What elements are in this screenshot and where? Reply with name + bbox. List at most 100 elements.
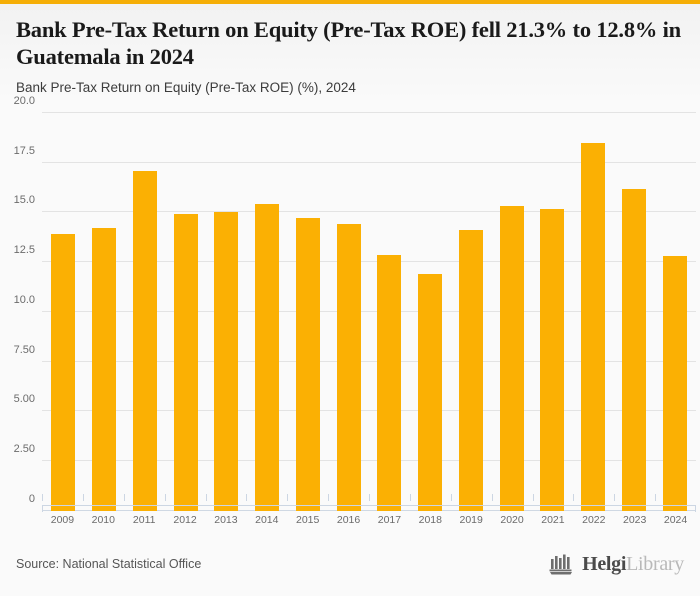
gridline-20.0: 20.0 — [14, 95, 696, 113]
bar-2020[interactable] — [499, 206, 524, 511]
source-note: Source: National Statistical Office — [16, 557, 202, 571]
bar-slot — [165, 113, 206, 511]
bar-slot — [451, 113, 492, 511]
x-tick-2012: 2012 — [164, 494, 206, 532]
top-accent-bar — [0, 0, 700, 4]
bar-2021[interactable] — [540, 209, 565, 511]
x-tick-separator — [369, 494, 370, 501]
bar-slot — [125, 113, 166, 511]
bar-slot — [247, 113, 288, 511]
x-tick-2017: 2017 — [369, 494, 410, 532]
bar-2017[interactable] — [377, 255, 402, 511]
bar-slot — [573, 113, 614, 511]
x-tick-separator — [205, 494, 207, 501]
y-axis-label: 20.0 — [13, 94, 35, 107]
x-tick-2013: 2013 — [205, 494, 247, 532]
bar-slot — [410, 113, 451, 511]
bar-2018[interactable] — [418, 274, 443, 511]
x-tick-2014: 2014 — [246, 494, 287, 532]
bar-2022[interactable] — [581, 142, 606, 511]
bar-2016[interactable] — [336, 224, 361, 511]
bar-2015[interactable] — [295, 218, 320, 511]
x-tick-2024: 2024 — [655, 494, 696, 532]
x-tick-separator — [164, 494, 166, 501]
bar-2023[interactable] — [621, 188, 646, 511]
x-tick-separator — [82, 494, 84, 501]
bar-2024[interactable] — [662, 256, 687, 511]
gridlines-layer: 0 2.50 5.00 7.50 10.0 12.5 15.0 17.5 20.0 — [14, 95, 696, 511]
bar-2010[interactable] — [92, 228, 117, 511]
x-tick-2022: 2022 — [573, 494, 614, 532]
x-axis-tick-labels: 2009 2010 2011 2012 2013 2014 2015 2016 2017 2018… — [42, 494, 696, 532]
bar-slot — [491, 113, 532, 511]
chart-footer: Source: National Statistical Office Helg… — [0, 538, 700, 596]
x-tick-2020: 2020 — [491, 494, 533, 532]
bar-slot — [288, 113, 329, 511]
bar-2019[interactable] — [458, 230, 483, 511]
x-tick-2016: 2016 — [328, 494, 369, 532]
x-tick-separator — [246, 494, 248, 501]
x-tick-2010: 2010 — [82, 494, 124, 532]
gridline-17.5: 17.5 — [14, 145, 696, 163]
bars-layer — [42, 113, 696, 511]
x-tick-separator — [491, 494, 493, 501]
bar-2011[interactable] — [132, 170, 157, 511]
x-tick-2011: 2011 — [123, 494, 165, 532]
x-tick-separator — [532, 494, 534, 501]
x-tick-2023: 2023 — [614, 494, 655, 532]
page-title: Bank Pre-Tax Return on Equity (Pre-Tax R… — [16, 17, 681, 70]
x-tick-separator — [328, 494, 330, 501]
bar-slot — [206, 113, 247, 511]
bar-slot — [84, 113, 125, 511]
logo-secondary-text: Library — [626, 552, 684, 575]
logo-wordmark: HelgiLibrary — [582, 553, 684, 576]
x-tick-separator — [655, 494, 657, 501]
x-tick-separator — [42, 494, 43, 501]
y-axis-label: 2.50 — [13, 443, 35, 456]
library-building-icon — [549, 554, 573, 575]
gridline-10.0: 10.0 — [14, 294, 696, 312]
bar-slot — [43, 113, 84, 511]
y-axis-label: 0 — [28, 493, 35, 505]
chart-area: 0 2.50 5.00 7.50 10.0 12.5 15.0 17.5 20.0 2009 20… — [0, 95, 700, 596]
x-tick-separator — [123, 494, 125, 501]
y-axis-label: 7.50 — [13, 343, 35, 356]
bar-slot — [654, 113, 695, 511]
x-tick-separator — [614, 494, 616, 501]
x-tick-separator — [409, 494, 411, 501]
page-subtitle: Bank Pre-Tax Return on Equity (Pre-Tax R… — [16, 79, 356, 95]
chart-header: Bank Pre-Tax Return on Equity (Pre-Tax R… — [0, 4, 700, 103]
bar-slot — [532, 113, 573, 511]
gridline-12.5: 12.5 — [14, 244, 696, 263]
helgi-library-logo[interactable]: HelgiLibrary — [549, 553, 684, 576]
plot-region: 0 2.50 5.00 7.50 10.0 12.5 15.0 17.5 20.0 — [14, 95, 696, 511]
x-tick-2018: 2018 — [409, 494, 451, 532]
gridline-15.0: 15.0 — [14, 194, 696, 213]
x-axis-line — [42, 505, 696, 512]
x-tick-2021: 2021 — [532, 494, 574, 532]
y-axis-label: 5.00 — [13, 393, 35, 406]
logo-primary-text: Helgi — [582, 552, 627, 575]
bar-2013[interactable] — [214, 212, 239, 511]
x-tick-2015: 2015 — [287, 494, 328, 532]
x-tick-separator — [573, 494, 575, 501]
bar-slot — [328, 113, 369, 511]
bar-2009[interactable] — [51, 234, 76, 511]
gridline-0: 0 — [29, 493, 696, 511]
bar-slot — [614, 113, 655, 511]
x-tick-2019: 2019 — [450, 494, 492, 532]
x-tick-separator — [450, 494, 452, 501]
bar-2014[interactable] — [255, 204, 280, 511]
y-axis-label: 12.5 — [13, 244, 35, 257]
x-tick-separator — [287, 494, 289, 501]
x-tick-2009: 2009 — [42, 494, 83, 532]
bar-slot — [369, 113, 410, 511]
gridline-7.50: 7.50 — [14, 344, 696, 362]
bar-2012[interactable] — [173, 214, 198, 511]
gridline-2.50: 2.50 — [14, 443, 696, 462]
y-axis-label: 15.0 — [13, 194, 35, 207]
y-axis-label: 17.5 — [13, 144, 35, 157]
y-axis-label: 10.0 — [13, 293, 35, 306]
gridline-5.00: 5.00 — [14, 393, 696, 412]
